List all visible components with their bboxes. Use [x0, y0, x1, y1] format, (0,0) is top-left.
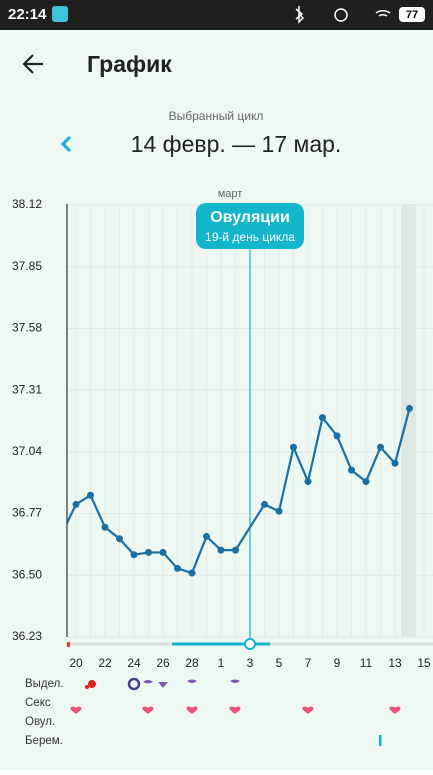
temperature-point [406, 404, 413, 412]
header-title: График [87, 51, 172, 77]
y-tick-label: 37.31 [12, 382, 42, 396]
temperature-point [377, 443, 384, 451]
temperature-point [87, 491, 94, 499]
status-bar [0, 0, 433, 30]
status-icons [295, 6, 391, 24]
x-tick-label: 11 [360, 656, 373, 670]
y-tick-label: 37.85 [12, 259, 42, 273]
back-button[interactable] [22, 54, 43, 74]
temperature-point [159, 548, 167, 556]
x-tick-label: 5 [276, 656, 283, 670]
y-tick-label: 36.50 [12, 567, 42, 581]
y-tick-label: 36.23 [12, 629, 42, 643]
temperature-point [275, 507, 283, 515]
cycle-caption: Выбранный цикл [169, 109, 264, 123]
temperature-point [203, 532, 210, 540]
temperature-point [130, 551, 138, 559]
x-tick-label: 9 [334, 656, 341, 670]
scroll-handle[interactable] [244, 638, 256, 650]
x-tick-label: 28 [185, 656, 199, 670]
temperature-point [174, 564, 181, 572]
month-label: март [218, 188, 243, 200]
temperature-point [261, 500, 268, 508]
temperature-point [101, 523, 109, 531]
y-tick-label: 36.77 [12, 506, 42, 520]
prev-cycle[interactable] [60, 135, 72, 153]
temperature-point [145, 548, 152, 556]
temperature-point [290, 443, 297, 451]
y-tick-label: 37.58 [12, 321, 42, 335]
x-tick-label: 3 [247, 656, 254, 670]
temperature-point [188, 569, 196, 577]
ovulation-badge [196, 203, 304, 249]
temperature-point [304, 478, 312, 486]
temperature-point [333, 432, 341, 440]
cycle-range: 14 февр. — 17 мар. [131, 131, 342, 157]
temperature-point [72, 500, 80, 508]
track-label: Секс [25, 697, 51, 709]
x-tick-label: 7 [305, 656, 312, 670]
x-tick-label: 15 [417, 656, 431, 670]
track-label: Берем. [25, 735, 63, 747]
y-tick-label: 37.04 [12, 444, 42, 458]
x-tick-label: 13 [388, 656, 402, 670]
temperature-point [319, 414, 326, 422]
x-tick-label: 1 [218, 656, 225, 670]
track-label: Овул. [25, 716, 55, 728]
track-label: Выдел. [25, 678, 64, 690]
x-tick-label: 22 [98, 656, 112, 670]
temperature-point [362, 478, 370, 486]
temperature-point [391, 459, 399, 467]
gap-bridge [234, 503, 266, 551]
temperature-point [348, 466, 355, 474]
app-icon [52, 6, 68, 22]
temperature-point [232, 546, 239, 554]
track-icons [70, 677, 401, 746]
ovulation-title: Овуляции [210, 209, 290, 226]
x-tick-label: 20 [69, 656, 83, 670]
scroll-start [67, 642, 70, 647]
today-highlight [401, 204, 416, 637]
x-tick-label: 24 [127, 656, 141, 670]
ovulation-subtitle: 19-й день цикла [205, 230, 295, 244]
x-tick-label: 26 [156, 656, 170, 670]
temperature-point [116, 535, 123, 543]
battery-level: 77 [406, 9, 418, 21]
battery [399, 7, 425, 22]
y-tick-label: 38.12 [12, 197, 42, 211]
temperature-point [217, 546, 225, 554]
status-time: 22:14 [8, 6, 47, 23]
